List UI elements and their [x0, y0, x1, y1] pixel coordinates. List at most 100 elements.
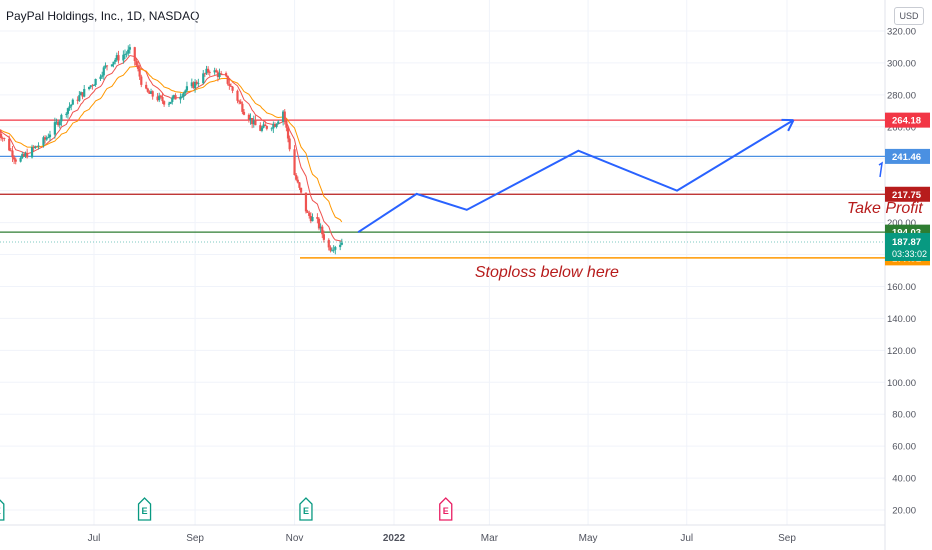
candle-body: [158, 95, 161, 101]
annotation-text: Stoploss below here: [475, 264, 619, 281]
candle-body: [66, 108, 70, 114]
level-price-tag: 217.75: [885, 186, 930, 202]
candle-body: [299, 187, 303, 193]
candle-body: [3, 138, 6, 139]
candle-body: [179, 96, 182, 100]
earnings-badge: [299, 497, 313, 521]
earnings-badge: [137, 497, 152, 521]
candle-body: [239, 101, 242, 104]
earnings-label: E: [303, 506, 309, 516]
candle-body: [270, 128, 273, 130]
candle-body: [9, 150, 12, 152]
candle-body: [45, 137, 48, 140]
candle-body: [215, 70, 218, 73]
candle-body: [104, 65, 107, 68]
candle-body: [48, 134, 52, 138]
candle-body: [94, 78, 97, 85]
earnings-label: E: [443, 506, 449, 516]
candle-body: [238, 100, 241, 102]
candle-body: [159, 95, 162, 98]
candle-body: [60, 114, 63, 122]
candle-body: [207, 68, 210, 73]
earnings-marker: E: [0, 499, 5, 521]
earnings-markers: EEEE: [0, 497, 453, 521]
candle-body: [316, 217, 319, 219]
price-tick-label: 260.00: [887, 122, 916, 133]
candle-body: [19, 157, 22, 162]
candle-body: [68, 106, 71, 109]
last-price-value: 187.87: [892, 237, 921, 248]
candle-body: [251, 117, 254, 125]
candle-body: [298, 182, 301, 188]
candle-body: [0, 133, 3, 138]
candle-body: [208, 72, 211, 74]
candle-body: [329, 247, 332, 251]
candle-body: [190, 82, 193, 87]
candle-body: [22, 154, 25, 157]
candle-body: [272, 123, 275, 129]
candle-body: [304, 192, 308, 212]
candle-body: [71, 99, 74, 105]
candle-body: [174, 95, 177, 100]
time-tick-label: Jul: [88, 533, 101, 544]
candle-body: [58, 121, 61, 126]
level-price-tag-bg: [885, 112, 930, 128]
price-tick-label: 300.00: [887, 58, 916, 69]
candle-body: [92, 84, 96, 86]
candle-body: [259, 125, 262, 131]
time-tick-label: Mar: [481, 533, 499, 544]
candle-body: [229, 85, 233, 87]
candle-body: [172, 95, 175, 98]
candle-body: [110, 64, 114, 67]
candle-body: [185, 86, 189, 91]
candle-body: [252, 119, 255, 125]
time-tick-label: Nov: [286, 533, 304, 544]
candle-body: [35, 146, 39, 148]
level-price-tag-bg: [885, 186, 930, 202]
candle-body: [167, 103, 171, 105]
projection-arrowhead: [787, 119, 795, 132]
candle-body: [117, 55, 120, 61]
candle-body: [1, 137, 4, 139]
candles: [0, 44, 343, 255]
price-tick-label: 40.00: [892, 474, 916, 485]
candle-body: [125, 53, 128, 55]
price-tick-label: 140.00: [887, 314, 916, 325]
candle-body: [81, 92, 84, 97]
annotations: Take Profit Stoploss below here: [475, 200, 923, 281]
earnings-label: E: [142, 506, 148, 516]
earnings-marker: E: [299, 497, 313, 521]
candle-body: [133, 47, 136, 62]
time-axis: Jul Sep Nov 2022 Mar May Jul Sep: [88, 533, 797, 544]
candle-body: [43, 137, 47, 140]
candle-body: [105, 65, 109, 67]
candle-body: [275, 123, 278, 127]
level-price-tag-bg: [885, 148, 930, 164]
candle-body: [76, 99, 79, 101]
candle-body: [65, 113, 68, 115]
candle-body: [241, 103, 244, 112]
candle-body: [264, 124, 267, 126]
candle-body: [13, 157, 16, 160]
candle-body: [136, 65, 140, 69]
candle-body: [34, 146, 37, 148]
candle-body: [180, 96, 184, 98]
candle-body: [311, 217, 314, 222]
candle-body: [242, 111, 246, 115]
last-price-tag-bg: [885, 232, 930, 261]
candle-body: [138, 68, 141, 77]
candle-body: [202, 73, 205, 84]
candle-body: [70, 104, 73, 107]
candle-body: [193, 81, 197, 89]
earnings-marker: E: [439, 497, 453, 521]
candle-body: [327, 239, 330, 248]
candle-body: [309, 215, 312, 222]
candle-body: [145, 84, 148, 89]
candle-body: [286, 127, 290, 139]
candle-body: [293, 149, 296, 176]
currency-button[interactable]: USD: [894, 7, 924, 25]
candle-body: [339, 244, 342, 248]
candle-body: [91, 85, 94, 87]
candle-body: [322, 234, 325, 240]
